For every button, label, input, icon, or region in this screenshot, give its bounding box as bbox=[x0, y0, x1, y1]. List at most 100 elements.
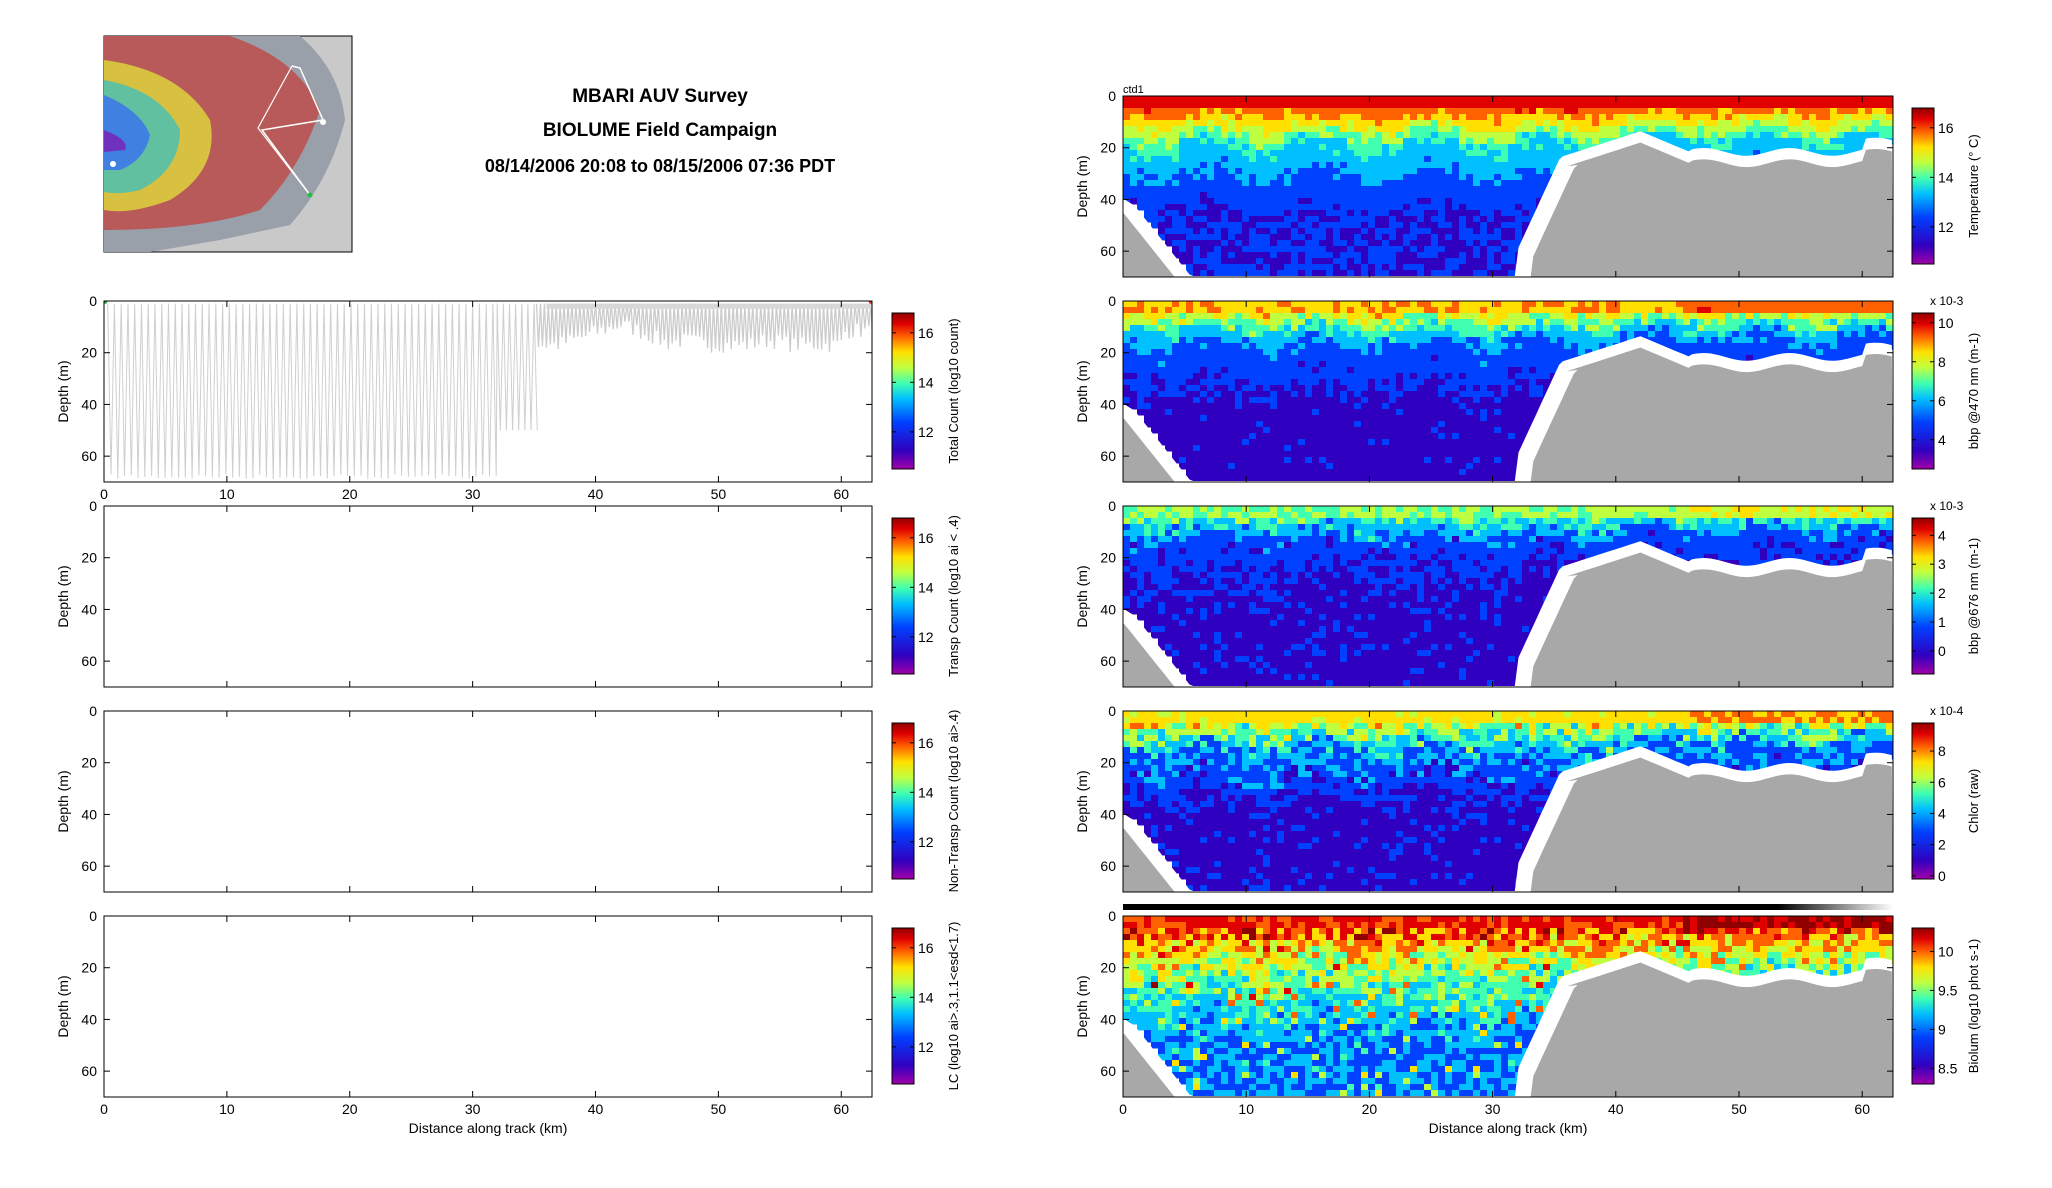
x-tick-label: 40 bbox=[588, 486, 604, 502]
colorbar-tick-label: 4 bbox=[1938, 527, 1946, 543]
y-tick-label: 20 bbox=[81, 345, 97, 361]
plot-area-biolum bbox=[1123, 916, 1893, 1097]
x-tick-label: 30 bbox=[1485, 1101, 1501, 1117]
seafloor-bathymetry bbox=[1123, 142, 1893, 277]
y-tick-label: 20 bbox=[81, 550, 97, 566]
panel-non-transp-count: 0 20 40 60 Depth (m) 12 14 16 Non-Transp Count (… bbox=[55, 703, 961, 893]
colorbar-total-count: 12 14 16 Total Count (log10 count) bbox=[891, 312, 961, 470]
y-tick-label: 40 bbox=[81, 396, 97, 412]
axes-frame bbox=[1122, 915, 1894, 1098]
y-tick-label: 0 bbox=[1108, 908, 1116, 924]
y-tick-label: 0 bbox=[89, 293, 97, 309]
x-tick-label: 40 bbox=[1608, 1101, 1624, 1117]
axes-frame bbox=[1122, 300, 1894, 483]
colorbar-biolum: 8.5 9 9.5 10 Biolum (log10 phot s-1) bbox=[1911, 927, 1981, 1085]
axes-frame bbox=[103, 710, 873, 893]
panel-chlor: 0 20 40 60 Depth (m) 0 2 4 6 8 x 10-4 Chlor (raw) bbox=[1074, 703, 1981, 893]
seafloor-bathymetry bbox=[1123, 757, 1893, 892]
x-tick-label: 30 bbox=[465, 486, 481, 502]
y-tick-label: 60 bbox=[1100, 1063, 1116, 1079]
colorbar-tick-label: 14 bbox=[918, 989, 934, 1005]
colorbar-gradient bbox=[891, 927, 915, 1085]
x-tick-label: 10 bbox=[219, 1101, 235, 1117]
track-surface-band bbox=[546, 303, 872, 309]
colorbar-tick-label: 3 bbox=[1938, 556, 1946, 572]
panel-total-count: 0 20 40 60 0 10 20 30 40 50 60 Depth (m) 12 14 16 Total… bbox=[55, 293, 961, 502]
colorbar-tick-label: 8.5 bbox=[1938, 1060, 1958, 1076]
y-tick-label: 20 bbox=[1100, 550, 1116, 566]
time-range: 08/14/2006 20:08 to 08/15/2006 07:36 PDT bbox=[484, 156, 836, 176]
colorbar-chlor: 0 2 4 6 8 x 10-4 Chlor (raw) bbox=[1911, 704, 1981, 884]
colorbar-label: Chlor (raw) bbox=[1966, 769, 1981, 833]
x-tick-label: 50 bbox=[711, 1101, 727, 1117]
colorbar-tick-label: 16 bbox=[918, 940, 934, 956]
colorbar-tick-label: 16 bbox=[1938, 120, 1954, 136]
y-tick-label: 20 bbox=[1100, 755, 1116, 771]
y-axis-label: Depth (m) bbox=[1074, 770, 1090, 832]
colorbar-lc: 12 14 16 LC (log10 ai>.3,1.1<esd<1.7) bbox=[891, 922, 961, 1091]
y-tick-label: 20 bbox=[1100, 960, 1116, 976]
colorbar-label: LC (log10 ai>.3,1.1<esd<1.7) bbox=[946, 922, 961, 1091]
x-tick-label: 20 bbox=[342, 1101, 358, 1117]
y-tick-label: 40 bbox=[1100, 396, 1116, 412]
seafloor-bathymetry bbox=[1123, 347, 1893, 482]
start-marker bbox=[104, 301, 108, 304]
x-axis-label: Distance along track (km) bbox=[1429, 1120, 1588, 1136]
y-tick-label: 40 bbox=[1100, 601, 1116, 617]
seafloor-bathymetry bbox=[1123, 552, 1893, 687]
panel-corner-label: ctd1 bbox=[1123, 84, 1144, 96]
x-axis-label: Distance along track (km) bbox=[409, 1120, 568, 1136]
x-tick-label: 40 bbox=[588, 1101, 604, 1117]
colorbar-tick-label: 12 bbox=[918, 629, 934, 645]
colorbar-label: Temperature (° C) bbox=[1966, 134, 1981, 237]
colorbar-tick-label: 4 bbox=[1938, 805, 1946, 821]
colorbar-exponent: x 10-3 bbox=[1930, 499, 1964, 513]
plot-area-bbp676 bbox=[1123, 506, 1893, 687]
x-tick-label: 30 bbox=[465, 1101, 481, 1117]
panel-bbp470: 0 20 40 60 Depth (m) 4 6 8 10 x 10-3 bbp @470 nm (… bbox=[1074, 293, 1981, 483]
colorbar-tick-label: 16 bbox=[918, 325, 934, 341]
colorbar-non-transp-count: 12 14 16 Non-Transp Count (log10 ai>.4) bbox=[891, 710, 961, 893]
time-progress-bar bbox=[1123, 904, 1893, 910]
x-tick-label: 10 bbox=[219, 486, 235, 502]
y-axis-label: Depth (m) bbox=[55, 360, 71, 422]
colorbar-bbp676: 0 1 2 3 4 x 10-3 bbp @676 nm (m-1) bbox=[1911, 499, 1981, 675]
colorbar-temperature: 12 14 16 Temperature (° C) bbox=[1911, 107, 1981, 265]
y-tick-label: 60 bbox=[81, 653, 97, 669]
y-axis-label: Depth (m) bbox=[1074, 360, 1090, 422]
colorbar-label: Non-Transp Count (log10 ai>.4) bbox=[946, 710, 961, 893]
y-tick-label: 0 bbox=[89, 703, 97, 719]
colorbar-tick-label: 2 bbox=[1938, 837, 1946, 853]
y-axis-label: Depth (m) bbox=[55, 770, 71, 832]
x-tick-label: 50 bbox=[1731, 1101, 1747, 1117]
y-tick-label: 20 bbox=[1100, 140, 1116, 156]
colorbar-tick-label: 6 bbox=[1938, 774, 1946, 790]
colorbar-tick-label: 1 bbox=[1938, 614, 1946, 630]
end-marker bbox=[868, 301, 872, 304]
plot-area-chlor bbox=[1123, 711, 1893, 892]
colorbar-tick-label: 12 bbox=[918, 424, 934, 440]
y-axis-label: Depth (m) bbox=[55, 975, 71, 1037]
plot-area-temperature bbox=[1123, 96, 1893, 277]
y-tick-label: 0 bbox=[1108, 88, 1116, 104]
axes-frame bbox=[1122, 95, 1894, 278]
plot-area-bbp470 bbox=[1123, 301, 1893, 482]
colorbar-tick-label: 9.5 bbox=[1938, 982, 1958, 998]
colorbar-tick-label: 12 bbox=[1938, 219, 1954, 235]
x-tick-label: 20 bbox=[1362, 1101, 1378, 1117]
colorbar-tick-label: 16 bbox=[918, 735, 934, 751]
y-axis-label: Depth (m) bbox=[55, 565, 71, 627]
y-tick-label: 40 bbox=[1100, 1011, 1116, 1027]
x-tick-label: 60 bbox=[1854, 1101, 1870, 1117]
y-tick-label: 40 bbox=[1100, 806, 1116, 822]
colorbar-gradient bbox=[1911, 107, 1935, 265]
colorbar-tick-label: 10 bbox=[1938, 943, 1954, 959]
colorbar-tick-label: 4 bbox=[1938, 432, 1946, 448]
y-tick-label: 0 bbox=[1108, 498, 1116, 514]
x-tick-label: 20 bbox=[342, 486, 358, 502]
seafloor-bathymetry bbox=[1123, 962, 1893, 1097]
axes-frame bbox=[103, 300, 873, 483]
axes-frame bbox=[103, 505, 873, 688]
y-tick-label: 0 bbox=[1108, 293, 1116, 309]
y-tick-label: 0 bbox=[89, 908, 97, 924]
